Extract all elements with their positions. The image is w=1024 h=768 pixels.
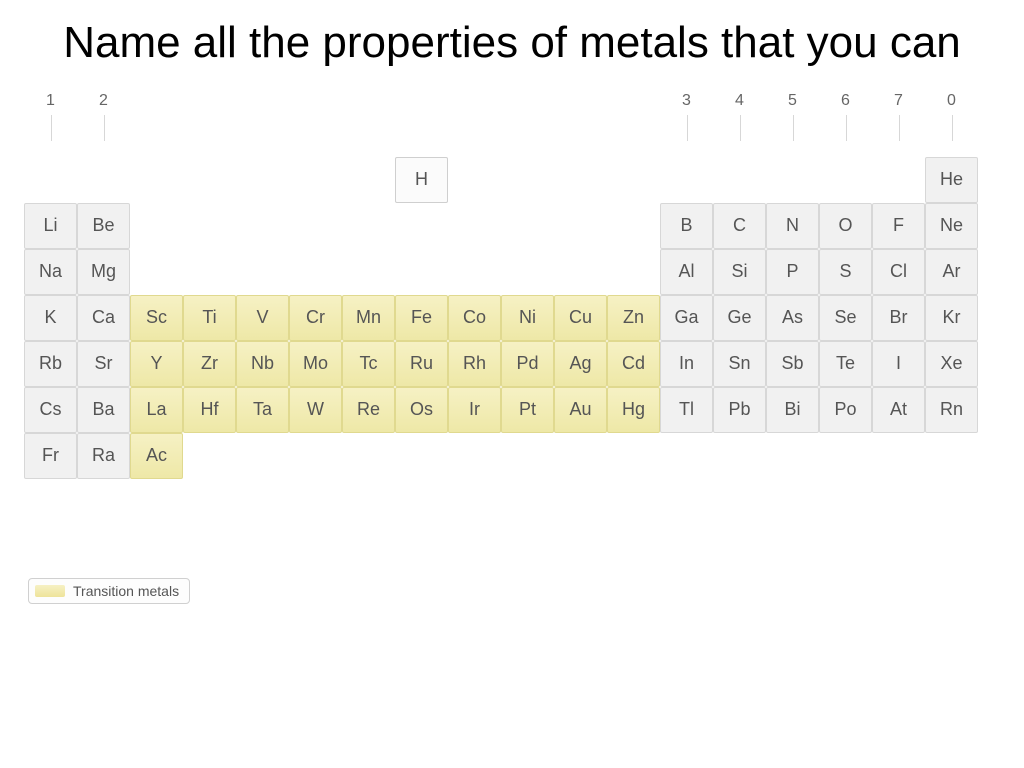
element-N: N bbox=[766, 203, 819, 249]
element-Ca: Ca bbox=[77, 295, 130, 341]
periodic-table: 12345670HHeLiBeBCNOFNeNaMgAlSiPSClArKCaS… bbox=[24, 87, 988, 467]
element-Hg: Hg bbox=[607, 387, 660, 433]
element-Tc: Tc bbox=[342, 341, 395, 387]
element-Ge: Ge bbox=[713, 295, 766, 341]
element-Fr: Fr bbox=[24, 433, 77, 479]
element-Zn: Zn bbox=[607, 295, 660, 341]
element-S: S bbox=[819, 249, 872, 295]
element-Bi: Bi bbox=[766, 387, 819, 433]
element-Pt: Pt bbox=[501, 387, 554, 433]
element-V: V bbox=[236, 295, 289, 341]
group-header-1: 1 bbox=[24, 87, 77, 115]
element-Br: Br bbox=[872, 295, 925, 341]
element-Na: Na bbox=[24, 249, 77, 295]
element-Sc: Sc bbox=[130, 295, 183, 341]
element-Cu: Cu bbox=[554, 295, 607, 341]
slide-title: Name all the properties of metals that y… bbox=[40, 18, 984, 69]
element-Mg: Mg bbox=[77, 249, 130, 295]
element-B: B bbox=[660, 203, 713, 249]
element-At: At bbox=[872, 387, 925, 433]
element-Ta: Ta bbox=[236, 387, 289, 433]
element-Cs: Cs bbox=[24, 387, 77, 433]
legend-swatch-icon bbox=[35, 585, 65, 597]
element-F: F bbox=[872, 203, 925, 249]
group-header-3: 3 bbox=[660, 87, 713, 115]
legend-label: Transition metals bbox=[73, 583, 179, 599]
element-He: He bbox=[925, 157, 978, 203]
element-La: La bbox=[130, 387, 183, 433]
element-Te: Te bbox=[819, 341, 872, 387]
element-Ni: Ni bbox=[501, 295, 554, 341]
element-Rn: Rn bbox=[925, 387, 978, 433]
group-header-6: 6 bbox=[819, 87, 872, 115]
element-Ac: Ac bbox=[130, 433, 183, 479]
element-In: In bbox=[660, 341, 713, 387]
element-Cd: Cd bbox=[607, 341, 660, 387]
element-Ra: Ra bbox=[77, 433, 130, 479]
group-header-0: 0 bbox=[925, 87, 978, 115]
group-header-7: 7 bbox=[872, 87, 925, 115]
element-As: As bbox=[766, 295, 819, 341]
element-Ne: Ne bbox=[925, 203, 978, 249]
element-Ba: Ba bbox=[77, 387, 130, 433]
element-Sb: Sb bbox=[766, 341, 819, 387]
group-header-4: 4 bbox=[713, 87, 766, 115]
element-Al: Al bbox=[660, 249, 713, 295]
element-Y: Y bbox=[130, 341, 183, 387]
element-C: C bbox=[713, 203, 766, 249]
slide: Name all the properties of metals that y… bbox=[0, 0, 1024, 768]
element-Ir: Ir bbox=[448, 387, 501, 433]
element-Ag: Ag bbox=[554, 341, 607, 387]
element-I: I bbox=[872, 341, 925, 387]
element-P: P bbox=[766, 249, 819, 295]
group-header-5: 5 bbox=[766, 87, 819, 115]
element-Hf: Hf bbox=[183, 387, 236, 433]
legend: Transition metals bbox=[28, 578, 190, 604]
element-Se: Se bbox=[819, 295, 872, 341]
element-Os: Os bbox=[395, 387, 448, 433]
element-H: H bbox=[395, 157, 448, 203]
element-Ga: Ga bbox=[660, 295, 713, 341]
element-W: W bbox=[289, 387, 342, 433]
element-Ru: Ru bbox=[395, 341, 448, 387]
element-Mn: Mn bbox=[342, 295, 395, 341]
element-Li: Li bbox=[24, 203, 77, 249]
element-K: K bbox=[24, 295, 77, 341]
element-Sn: Sn bbox=[713, 341, 766, 387]
element-O: O bbox=[819, 203, 872, 249]
element-Tl: Tl bbox=[660, 387, 713, 433]
element-Kr: Kr bbox=[925, 295, 978, 341]
element-Xe: Xe bbox=[925, 341, 978, 387]
element-Nb: Nb bbox=[236, 341, 289, 387]
element-Sr: Sr bbox=[77, 341, 130, 387]
element-Pd: Pd bbox=[501, 341, 554, 387]
group-header-2: 2 bbox=[77, 87, 130, 115]
element-Rb: Rb bbox=[24, 341, 77, 387]
element-Be: Be bbox=[77, 203, 130, 249]
element-Si: Si bbox=[713, 249, 766, 295]
element-Po: Po bbox=[819, 387, 872, 433]
element-Zr: Zr bbox=[183, 341, 236, 387]
element-Cr: Cr bbox=[289, 295, 342, 341]
element-Pb: Pb bbox=[713, 387, 766, 433]
element-Ar: Ar bbox=[925, 249, 978, 295]
element-Mo: Mo bbox=[289, 341, 342, 387]
element-Fe: Fe bbox=[395, 295, 448, 341]
element-Au: Au bbox=[554, 387, 607, 433]
element-Rh: Rh bbox=[448, 341, 501, 387]
element-Cl: Cl bbox=[872, 249, 925, 295]
element-Co: Co bbox=[448, 295, 501, 341]
element-Re: Re bbox=[342, 387, 395, 433]
element-Ti: Ti bbox=[183, 295, 236, 341]
